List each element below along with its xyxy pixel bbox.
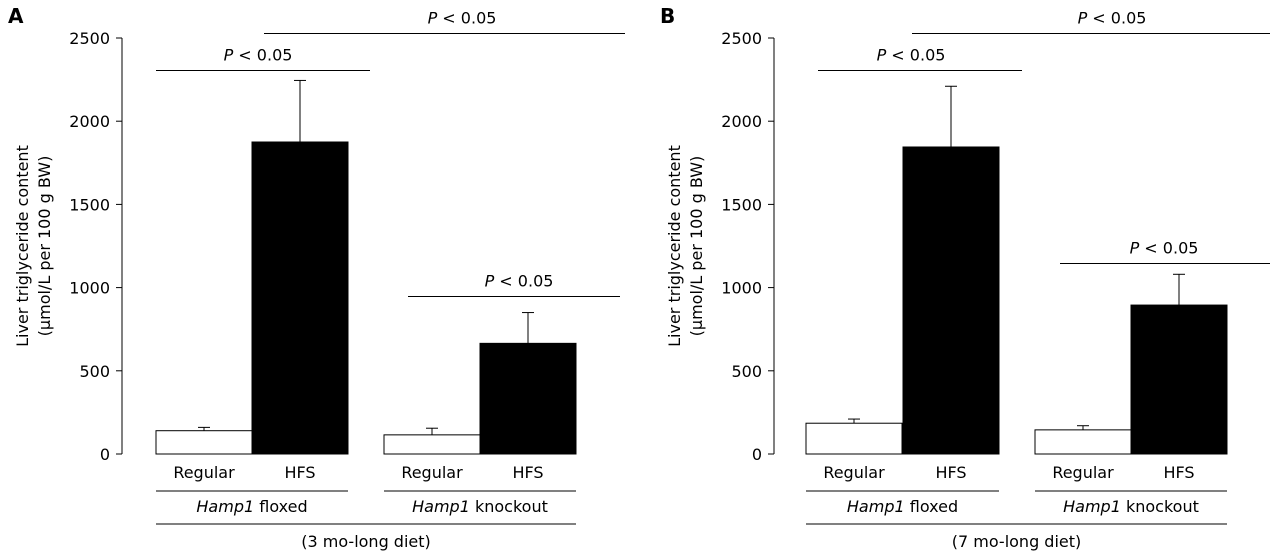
diet-label: (3 mo-long diet) [301,532,431,551]
bar [479,342,577,455]
bar [155,430,253,455]
x-tick-label: Regular [1052,463,1114,482]
p-threshold: < 0.05 [1087,9,1146,28]
significance-label: P < 0.05 [877,46,946,65]
group-label: Hamp1 floxed [847,497,958,516]
chart-panel-a: A 0 500 1000 1500 2000 2500 Liver triglyceride … [8,4,625,551]
bar [251,141,349,455]
y-axis-label-units: (µmol/L per 100 g BW) [687,156,706,337]
significance-label: P < 0.05 [428,9,497,28]
significance-label: P < 0.05 [1130,239,1199,258]
p-symbol: P [428,9,438,28]
x-tick-label: Regular [173,463,235,482]
bar [902,146,1000,455]
group-label-gene: Hamp1 [412,497,470,516]
y-tick-label: 500 [731,362,762,381]
y-tick-label: 0 [752,445,762,464]
group-label-gene: Hamp1 [1063,497,1121,516]
bar [1034,429,1132,455]
p-symbol: P [485,272,495,291]
significance-label: P < 0.05 [485,272,554,291]
x-tick-label: HFS [935,463,966,482]
y-tick-label: 1000 [69,279,110,298]
panel-label: A [8,4,24,28]
p-threshold: < 0.05 [1139,239,1198,258]
bar [1130,304,1228,455]
bar [383,434,481,455]
p-threshold: < 0.05 [886,46,945,65]
group-label-type: knockout [1121,497,1199,516]
significance-label: P < 0.05 [1078,9,1147,28]
p-symbol: P [877,46,887,65]
x-tick-label: Regular [823,463,885,482]
panel-label: B [660,4,675,28]
p-symbol: P [224,46,234,65]
y-tick-label: 2500 [69,29,110,48]
y-tick-label: 500 [79,362,110,381]
x-tick-label: HFS [512,463,543,482]
group-label-type: floxed [254,497,307,516]
y-axis-label-units: (µmol/L per 100 g BW) [35,156,54,337]
y-tick-label: 1500 [69,195,110,214]
y-axis-label: Liver triglyceride content [13,145,32,347]
significance-label: P < 0.05 [224,46,293,65]
y-tick-label: 2500 [721,29,762,48]
x-tick-label: HFS [284,463,315,482]
group-label-gene: Hamp1 [847,497,905,516]
group-label-gene: Hamp1 [196,497,254,516]
p-symbol: P [1130,239,1140,258]
group-label-type: knockout [470,497,548,516]
y-tick-label: 1500 [721,195,762,214]
p-symbol: P [1078,9,1088,28]
y-tick-label: 0 [100,445,110,464]
group-label: Hamp1 floxed [196,497,307,516]
group-label-type: floxed [905,497,958,516]
chart-panel-b: B 0 500 1000 1500 2000 2500 Liver triglyceride … [660,4,1270,551]
p-threshold: < 0.05 [494,272,553,291]
p-threshold: < 0.05 [437,9,496,28]
y-axis-label: Liver triglyceride content [665,145,684,347]
y-tick-label: 2000 [721,112,762,131]
x-tick-label: HFS [1163,463,1194,482]
y-tick-label: 2000 [69,112,110,131]
x-tick-label: Regular [401,463,463,482]
group-label: Hamp1 knockout [1063,497,1199,516]
bar [805,422,903,455]
diet-label: (7 mo-long diet) [952,532,1082,551]
y-tick-label: 1000 [721,279,762,298]
p-threshold: < 0.05 [233,46,292,65]
group-label: Hamp1 knockout [412,497,548,516]
